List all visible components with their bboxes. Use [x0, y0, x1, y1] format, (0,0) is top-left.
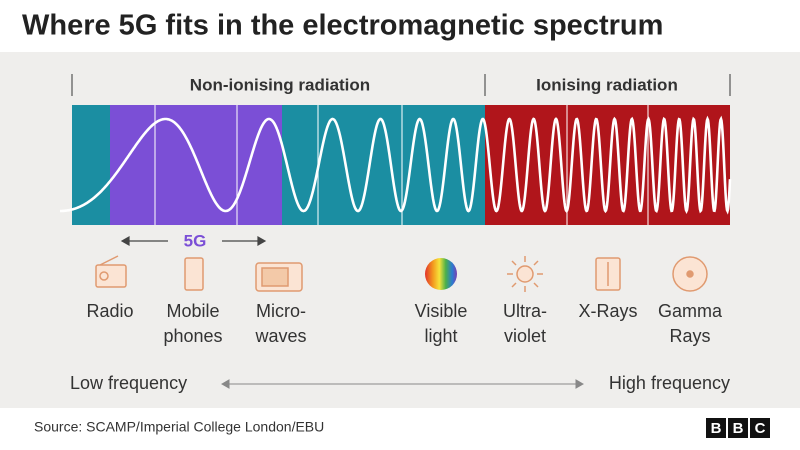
- item-label: waves: [254, 326, 306, 346]
- spectrum-band: [60, 105, 732, 225]
- item-label: Gamma: [658, 301, 723, 321]
- source: Source: SCAMP/Imperial College London/EB…: [34, 419, 324, 435]
- item-label: violet: [504, 326, 546, 346]
- logo-letter: C: [755, 420, 766, 437]
- region-label: Non-ionising radiation: [190, 75, 370, 94]
- item-label: Micro-: [256, 301, 306, 321]
- axis-high: High frequency: [609, 373, 730, 393]
- item-label: light: [424, 326, 457, 346]
- region-dividers: [71, 74, 731, 96]
- logo-letter: B: [733, 420, 744, 437]
- item-label: Mobile: [166, 301, 219, 321]
- region-label: Ionising radiation: [536, 75, 678, 94]
- item-label: X-Rays: [578, 301, 637, 321]
- title: Where 5G fits in the electromagnetic spe…: [22, 10, 663, 42]
- logo-block: [706, 418, 726, 438]
- item-label: Rays: [669, 326, 710, 346]
- frequency-arrow: [220, 379, 585, 389]
- band-label: 5G: [184, 231, 207, 250]
- item-label: Ultra-: [503, 301, 547, 321]
- 5g-arrows: [120, 235, 267, 247]
- item-label: Radio: [86, 301, 133, 321]
- item-labels: Radio Mobile phones Micro-waves Visible light…: [86, 301, 723, 346]
- wave: [60, 115, 732, 215]
- axis-low: Low frequency: [70, 373, 187, 393]
- logo-block: [728, 418, 748, 438]
- logo-letter: B: [711, 420, 722, 437]
- item-label: phones: [163, 326, 222, 346]
- icons: [95, 255, 708, 292]
- logo-block: [750, 418, 770, 438]
- item-label: Visible: [415, 301, 468, 321]
